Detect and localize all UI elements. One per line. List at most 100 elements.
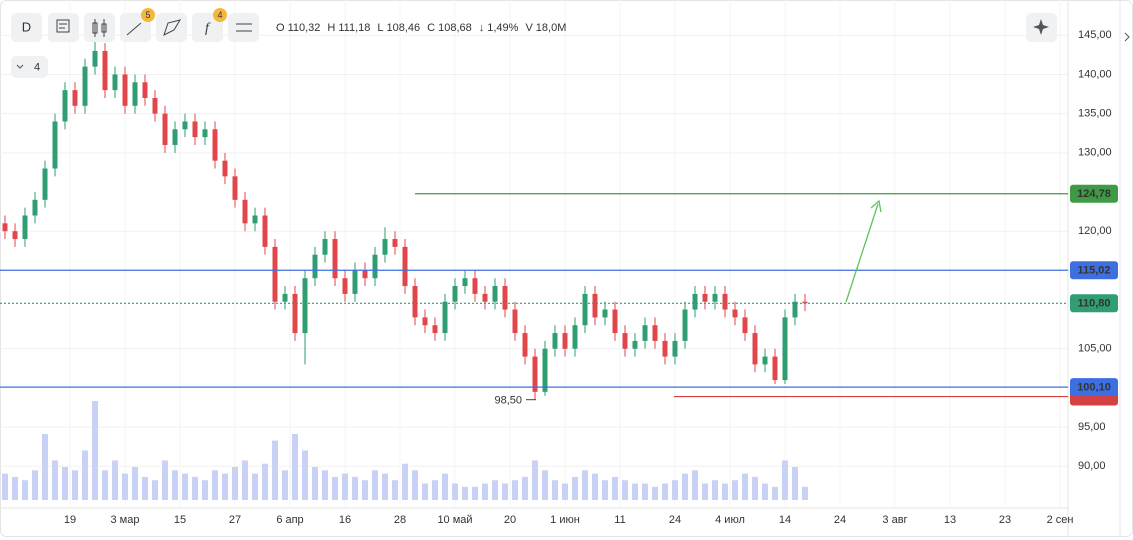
volume-bar <box>572 476 578 500</box>
candle-body <box>512 309 518 334</box>
candle-body <box>592 293 598 318</box>
volume-bar <box>242 460 248 500</box>
candle-body <box>62 90 68 122</box>
volume-bar <box>162 460 168 500</box>
candle-body <box>222 160 228 177</box>
x-tick-label: 4 июл <box>715 514 745 526</box>
volume-bar <box>262 463 268 500</box>
candle-body <box>452 286 458 302</box>
candle-body <box>312 254 318 279</box>
candle-body <box>692 293 698 310</box>
indicators-button[interactable] <box>192 13 223 42</box>
candle-body <box>552 333 558 349</box>
candle-body <box>632 340 638 349</box>
ohlc-value: 1,49% <box>487 22 518 34</box>
volume-bar <box>632 483 638 500</box>
candle-body <box>522 333 528 357</box>
x-tick-label: 28 <box>394 514 406 526</box>
candle-body <box>282 293 288 302</box>
candle-body <box>582 293 588 326</box>
indicators-toggle[interactable] <box>11 56 48 78</box>
candle-body <box>202 129 208 138</box>
volume-bar <box>492 480 498 500</box>
x-tick-label: 23 <box>999 514 1011 526</box>
ohlc-value: 108,46 <box>386 22 420 34</box>
volume-bar <box>322 470 328 500</box>
candle-body <box>382 239 388 255</box>
volume-bar <box>432 480 438 500</box>
x-tick-label: 2 сен <box>1047 514 1074 526</box>
ohlc-value: 110,32 <box>288 22 321 34</box>
candle-body <box>182 121 188 130</box>
candle-body <box>802 301 808 304</box>
candle-body <box>662 340 668 357</box>
candle-body <box>52 121 58 169</box>
volume-bar <box>722 483 728 500</box>
volume-bar <box>22 480 28 500</box>
volume-bar <box>782 460 788 500</box>
candle-body <box>342 278 348 294</box>
volume-bar <box>142 476 148 500</box>
icon <box>16 64 24 69</box>
volume-bar <box>662 483 668 500</box>
volume-bar <box>512 480 518 500</box>
candle-body <box>302 278 308 334</box>
volume-bar <box>562 483 568 500</box>
settings-button[interactable] <box>228 13 259 42</box>
ohlc-key: C <box>427 22 435 34</box>
timeframe-button[interactable] <box>11 13 42 42</box>
volume-bar <box>692 470 698 500</box>
ohlc-value: 18,0M <box>536 22 567 34</box>
candle-body <box>212 129 218 161</box>
timeframe: D <box>22 19 31 34</box>
chart-type-button[interactable] <box>84 13 115 42</box>
volume-bar <box>82 450 88 500</box>
candle-body <box>412 286 418 318</box>
x-tick-label: 24 <box>669 514 681 526</box>
candle-body <box>762 356 768 365</box>
candle-body <box>572 325 578 349</box>
icon <box>56 19 70 33</box>
indicator-count: 4 <box>34 61 40 73</box>
badge <box>213 8 227 22</box>
volume-bar <box>582 470 588 500</box>
volume-bar <box>282 470 288 500</box>
volume-bar <box>32 470 38 500</box>
candle-body <box>32 199 38 216</box>
volume-bar <box>232 467 238 500</box>
volume-bar <box>2 473 8 500</box>
volume-bar <box>312 467 318 500</box>
volume-bar <box>12 476 18 500</box>
volume-bar <box>792 467 798 500</box>
volume-bar <box>802 486 808 500</box>
candle-body <box>462 278 468 287</box>
candle-body <box>722 293 728 310</box>
candle-body <box>732 309 738 318</box>
candle-body <box>142 82 148 98</box>
volume-bar <box>592 473 598 500</box>
y-tick-label: 130,00 <box>1078 147 1112 159</box>
x-tick-label: 13 <box>944 514 956 526</box>
x-tick-label: 3 мар <box>111 514 140 526</box>
collapse-icon[interactable] <box>1124 32 1130 42</box>
price-label-bg <box>1070 261 1118 280</box>
candle-body <box>192 121 198 138</box>
toolbar: D 5 f 4 O 110,32 H 111,18 L 108,46 C 108,68 ↓ 1,4… <box>11 8 1130 78</box>
ohlc-value: 108,68 <box>438 22 472 34</box>
candle-body <box>252 215 258 224</box>
volume-bar <box>502 483 508 500</box>
y-tick-label: 140,00 <box>1078 68 1112 80</box>
price-label-bg <box>1070 294 1118 313</box>
candle-body <box>232 176 238 200</box>
volume-bar <box>112 460 118 500</box>
y-tick-label: 135,00 <box>1078 108 1112 120</box>
candle-body <box>272 246 278 302</box>
candle-body <box>92 50 98 67</box>
candle-body <box>672 340 678 357</box>
candle-body <box>742 317 748 334</box>
low-label: 98,50 <box>494 395 522 407</box>
x-tick-label: 3 авг <box>882 514 907 526</box>
shapes-button[interactable] <box>156 13 187 42</box>
volume-bar <box>272 440 278 500</box>
volume-bar <box>602 480 608 500</box>
